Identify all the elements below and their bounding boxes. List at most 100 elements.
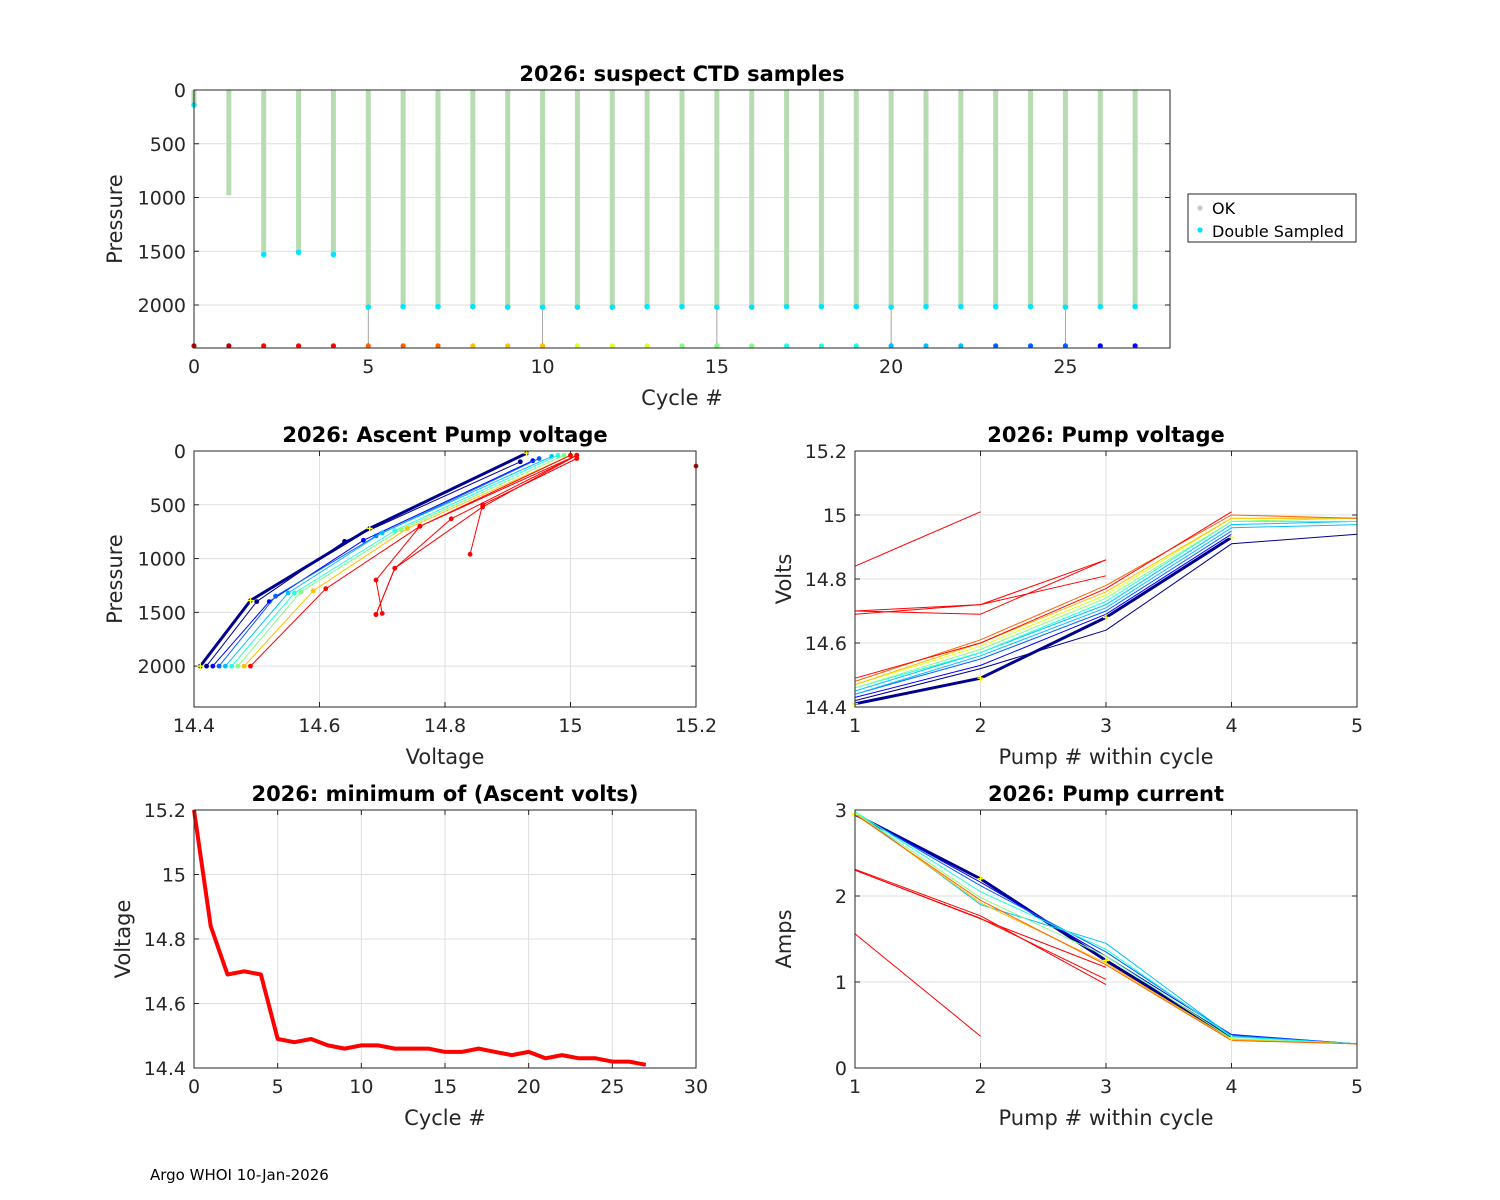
- series-point: [398, 527, 404, 532]
- x-tick-label: 5: [1351, 715, 1363, 737]
- double-sampled-point: [992, 303, 999, 310]
- cycle-marker: [679, 343, 685, 349]
- cycle-marker: [574, 343, 581, 349]
- cycle-marker: [435, 343, 441, 349]
- x-tick-label: 2: [974, 715, 986, 737]
- y-tick-label: 1: [835, 972, 847, 994]
- x-tick-label: 1: [849, 715, 861, 737]
- series-line: [243, 454, 571, 667]
- double-sampled-point: [609, 304, 616, 310]
- axes-frame: [854, 809, 1358, 1069]
- series-line: [854, 868, 1107, 986]
- x-tick-label: 20: [879, 356, 903, 378]
- series-point: [254, 599, 260, 604]
- double-sampled-point: [574, 304, 581, 310]
- series-point: [222, 663, 228, 669]
- series-line: [854, 812, 1358, 1045]
- series-line: [854, 511, 1232, 679]
- cycle-marker: [539, 343, 546, 349]
- series-line: [854, 524, 1358, 695]
- double-sampled-point: [958, 303, 964, 310]
- series-point: [480, 502, 486, 508]
- x-tick-label: 4: [1225, 715, 1237, 737]
- series-point: [248, 663, 253, 669]
- series-point: [379, 530, 385, 536]
- series-point: [373, 577, 379, 583]
- y-tick-label: 1500: [138, 602, 186, 624]
- legend-ok-label: OK: [1212, 199, 1236, 218]
- double-sampled-point: [644, 303, 650, 310]
- cycle-marker: [993, 343, 999, 349]
- series-line: [854, 869, 1107, 980]
- y-tick-label: 0: [174, 80, 186, 102]
- x-tick-label: 30: [684, 1076, 708, 1098]
- series-point: [448, 516, 454, 522]
- x-tick-label: 14.6: [298, 715, 340, 737]
- series-point: [379, 611, 385, 616]
- axes-frame: [193, 450, 697, 708]
- x-tick-label: 15: [433, 1076, 457, 1098]
- series-line: [212, 460, 534, 667]
- double-sampled-point: [365, 304, 372, 310]
- cycle-marker: [226, 343, 232, 349]
- chart-ascent: 14.4 14.6 14.8 15 15.2 0 500 1000 1500 2000 Voltag…: [103, 423, 717, 769]
- x-tick-label: 3: [1100, 1076, 1112, 1098]
- x-axis-label: Cycle #: [641, 386, 723, 410]
- cycle-marker: [261, 343, 267, 349]
- latest-cycle-marker: [197, 663, 204, 670]
- latest-cycle-marker: [977, 675, 984, 682]
- cycle-marker: [923, 343, 929, 349]
- legend-box: [1187, 193, 1357, 243]
- y-tick-label: 1500: [138, 241, 186, 263]
- plot-marks: [192, 809, 647, 1067]
- series-line: [854, 520, 1357, 689]
- series-line: [854, 559, 1107, 612]
- x-tick-label: 15: [705, 356, 729, 378]
- chart-title: 2026: minimum of (Ascent volts): [251, 782, 638, 806]
- cycle-marker: [783, 343, 790, 349]
- double-sampled-point: [504, 304, 511, 310]
- series-point: [292, 590, 297, 596]
- series-line: [854, 933, 981, 1037]
- series-point: [467, 551, 473, 557]
- cycle-marker: [400, 343, 406, 349]
- x-tick-label: 14.4: [173, 715, 215, 737]
- series-line: [375, 454, 578, 615]
- series-line: [854, 514, 1358, 682]
- x-tick-label: 0: [188, 1076, 200, 1098]
- series-point: [323, 586, 329, 592]
- axes-frame: [854, 450, 1358, 708]
- series-line: [854, 517, 1358, 689]
- series-point: [574, 456, 580, 461]
- cycle-marker: [958, 343, 964, 349]
- cycle-marker: [1132, 343, 1138, 349]
- double-sampled-point: [1132, 303, 1138, 310]
- double-sampled-point: [330, 251, 337, 258]
- chart-pump_voltage: 1 2 3 4 5 14.4 14.6 14.8 15 15.2 Pump # within cyc…: [772, 423, 1363, 769]
- latest-cycle-marker: [977, 875, 984, 882]
- double-sampled-point: [539, 304, 546, 310]
- double-sampled-point: [818, 303, 825, 310]
- cycle-marker: [295, 343, 302, 349]
- x-tick-label: 2: [974, 1076, 986, 1098]
- cycle-marker: [365, 343, 371, 349]
- chart-ctd: 0 5 10 15 20 25 0 500 1000 1500 2000 Cycle # Pressur…: [103, 62, 1357, 410]
- y-tick-label: 2000: [138, 656, 186, 678]
- series-point: [310, 588, 316, 594]
- x-tick-label: 14.8: [424, 715, 466, 737]
- x-axis-label: Pump # within cycle: [999, 745, 1214, 769]
- x-tick-label: 10: [349, 1076, 373, 1098]
- x-tick-label: 3: [1100, 715, 1112, 737]
- series-point: [216, 663, 222, 669]
- series-point: [404, 526, 410, 531]
- y-tick-label: 14.4: [144, 1058, 186, 1080]
- x-tick-label: 0: [188, 356, 200, 378]
- double-sampled-point: [679, 303, 685, 310]
- plot-marks: [852, 811, 1358, 1045]
- double-sampled-point: [1062, 304, 1069, 310]
- cycle-marker: [853, 343, 859, 349]
- y-tick-label: 15.2: [805, 441, 847, 463]
- x-tick-label: 10: [530, 356, 554, 378]
- series-point: [235, 663, 241, 669]
- series-point: [536, 456, 542, 461]
